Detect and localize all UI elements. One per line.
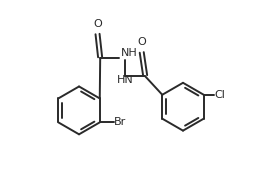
Text: NH: NH — [121, 48, 138, 58]
Text: O: O — [137, 38, 146, 47]
Text: HN: HN — [117, 75, 133, 85]
Text: O: O — [93, 19, 102, 29]
Text: Br: Br — [114, 117, 127, 127]
Text: Cl: Cl — [214, 90, 225, 100]
